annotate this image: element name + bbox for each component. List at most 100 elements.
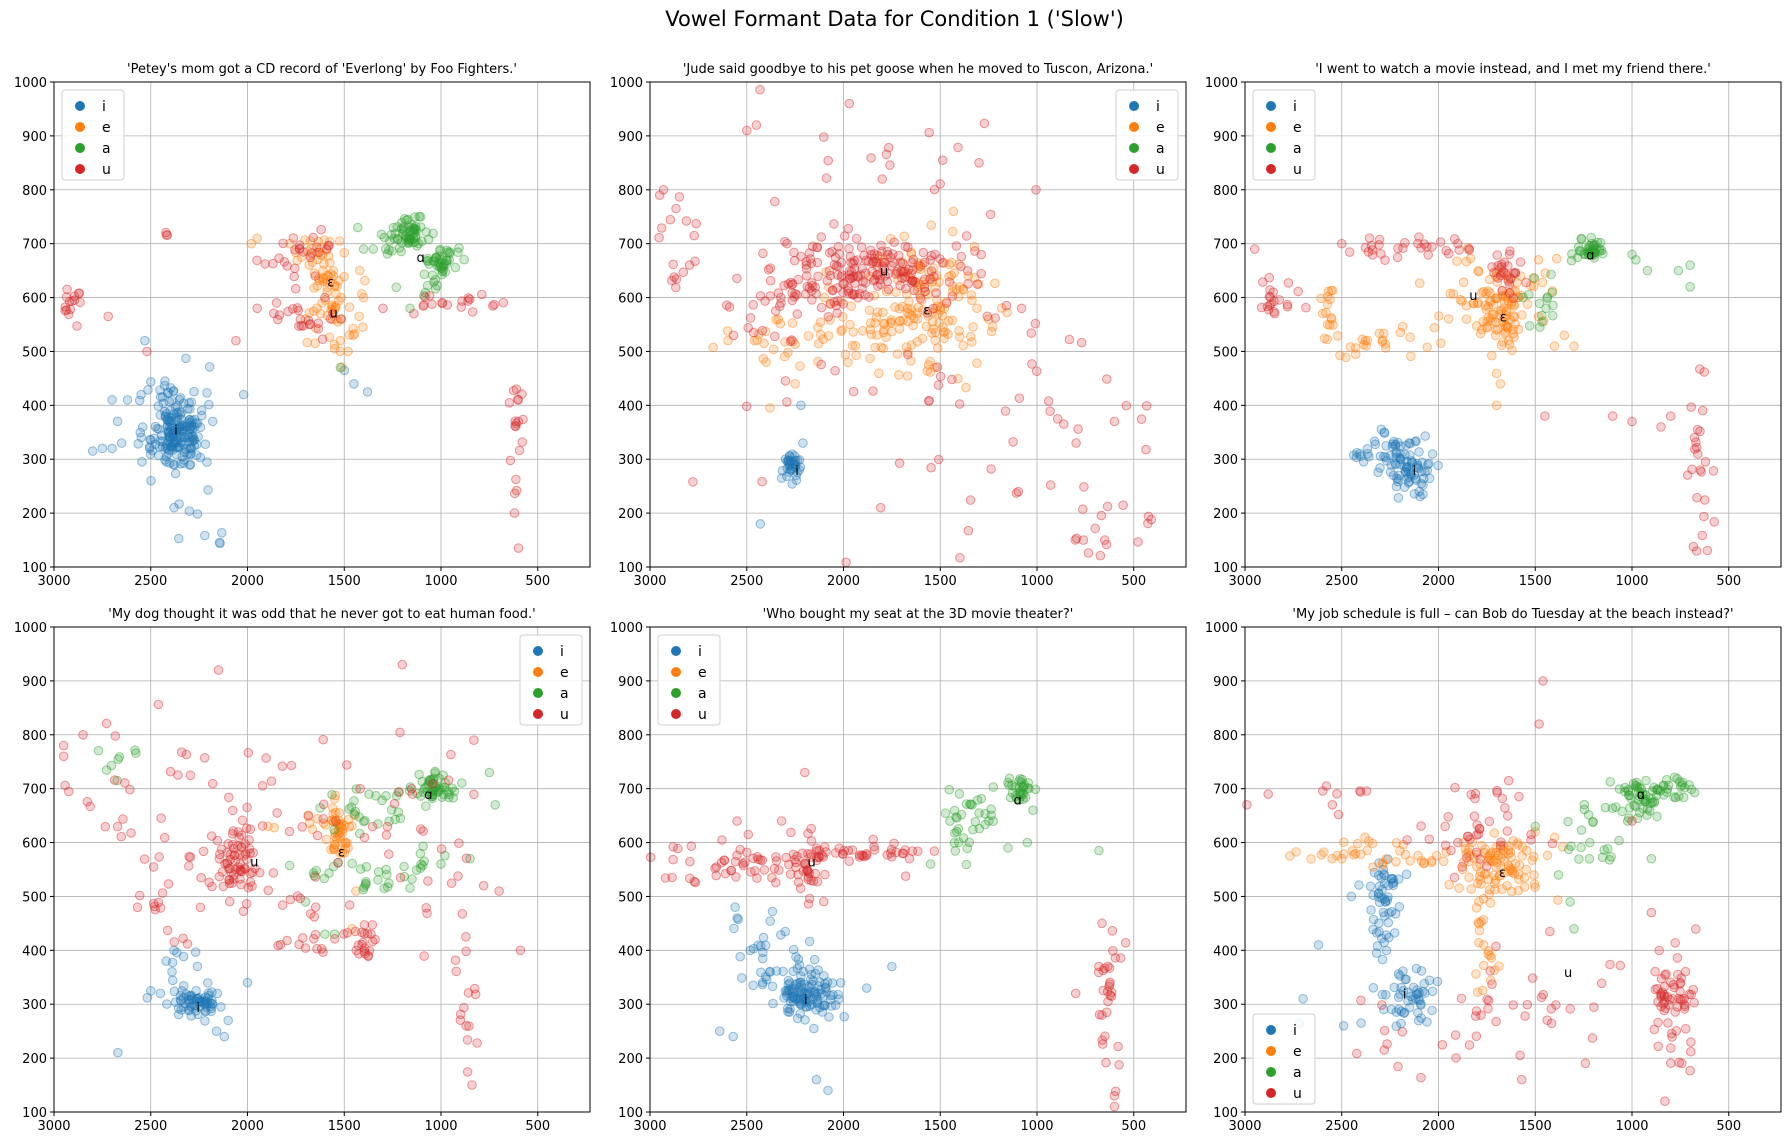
point-e [309,283,319,293]
point-i [180,447,190,457]
point-a [392,222,403,232]
point-e [312,247,323,258]
point-u [860,278,871,288]
point-e [912,308,923,319]
point-u [1587,1033,1598,1043]
point-i [1388,880,1399,891]
point-i [787,479,798,489]
point-i [185,460,195,471]
point-a [442,245,452,256]
point-u [1627,416,1637,427]
point-i [1346,891,1357,902]
point-e [940,327,950,337]
vowel-label: u [1469,289,1477,304]
point-i [172,407,182,418]
point-i [153,450,164,461]
point-e [315,308,326,319]
point-a [437,261,448,272]
point-u [224,896,235,907]
point-u [1098,985,1108,996]
point-u [156,813,166,824]
point-a [409,228,420,238]
point-i [187,415,197,426]
point-u [771,856,782,866]
point-e [932,301,943,312]
point-e [1529,851,1539,862]
point-a [954,789,965,799]
point-e [1352,838,1363,849]
point-u [116,831,127,842]
point-a [397,217,407,228]
point-a [1576,842,1586,853]
point-e [1519,873,1530,883]
point-u [1565,1004,1575,1014]
point-a [1542,292,1553,302]
point-e [939,258,949,268]
point-e [825,298,836,309]
point-a [414,211,425,222]
point-u [875,502,886,513]
point-a [438,261,449,271]
point-e [336,292,346,303]
point-i [184,398,194,408]
point-u [274,310,285,320]
point-e [1489,828,1500,838]
point-i [1377,954,1388,965]
point-i [1411,963,1422,974]
point-u [1064,334,1075,345]
x-tick-label: 1500 [328,574,361,589]
point-e [1495,379,1506,389]
vowel-label: ɛ [327,275,334,290]
point-u [901,283,911,294]
point-i [162,438,172,449]
point-u [656,223,667,233]
point-i [160,455,170,465]
point-a [441,259,452,269]
point-u [757,476,767,487]
point-e [1444,879,1454,890]
point-u [274,253,284,264]
legend-marker-i [1266,1025,1276,1035]
point-e [1487,309,1498,320]
point-e [322,282,333,293]
legend-marker-a [671,688,681,698]
point-u [488,301,498,311]
point-e [1431,850,1442,861]
y-tick-label: 700 [22,238,47,253]
point-e [336,314,347,324]
point-u [1437,1040,1448,1050]
point-a [404,231,415,242]
point-i [177,424,187,435]
point-u [461,1021,472,1031]
point-u [1492,250,1502,260]
point-u [1059,419,1069,429]
point-e [332,281,342,292]
y-tick-label: 400 [22,399,47,414]
point-e [903,316,914,327]
subplot-2: 'Jude said goodbye to his pet goose when… [610,62,1187,589]
point-u [796,251,806,262]
x-tick-label: 2500 [134,574,167,589]
point-e [1434,311,1444,321]
y-tick-label: 500 [618,345,643,360]
point-e [918,305,928,315]
point-a [1518,292,1528,303]
point-e [327,314,338,325]
point-a [940,808,951,819]
point-i [155,410,166,420]
point-u [509,508,520,518]
y-tick-label: 200 [618,507,643,522]
point-u [885,160,895,170]
point-u [1008,437,1018,447]
point-e [1478,316,1488,327]
point-i [1433,460,1443,471]
point-u [285,894,296,905]
point-a [1677,777,1688,788]
point-e [1333,331,1343,341]
point-i [200,530,210,541]
point-e [893,268,903,279]
point-i [1411,436,1421,446]
point-a [381,869,392,880]
point-a [421,801,431,812]
point-a [429,256,440,267]
